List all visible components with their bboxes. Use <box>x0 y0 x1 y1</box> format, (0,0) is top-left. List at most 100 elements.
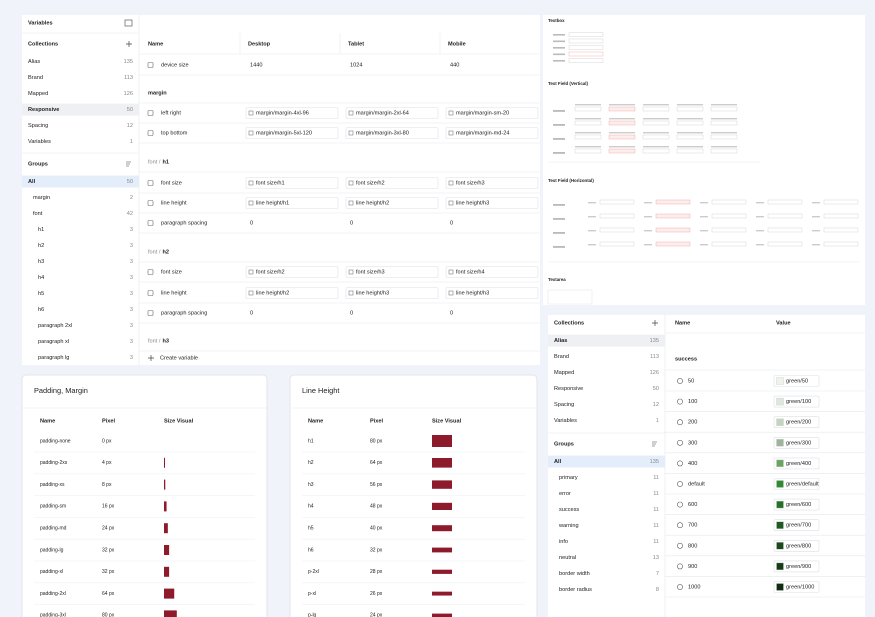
size-name: p-xl <box>308 591 316 597</box>
collection-name: Mapped <box>28 91 48 97</box>
color-name: 600 <box>688 502 697 508</box>
color-icon <box>677 522 683 529</box>
group-count: 13 <box>653 555 659 561</box>
mini-input <box>608 134 636 140</box>
mini-label <box>609 146 635 148</box>
mini-label <box>553 47 565 49</box>
alias-chip <box>445 177 539 189</box>
variable-icon <box>147 310 154 316</box>
mini-label <box>700 202 708 204</box>
group-count: 8 <box>656 587 659 593</box>
size-pixel: 4 px <box>102 460 112 466</box>
mini-input <box>568 32 604 37</box>
variables-panel <box>22 15 540 365</box>
color-value: green/700 <box>786 523 811 529</box>
alias-value: margin/margin-md-24 <box>456 130 509 136</box>
section-name: h2 <box>162 249 169 255</box>
group-name: paragraph xl <box>38 339 69 345</box>
number-value: 440 <box>450 62 459 68</box>
size-pixel: 28 px <box>370 569 383 575</box>
alias-value: font size/h2 <box>256 269 285 275</box>
size-name: padding-sm <box>40 504 66 510</box>
size-bar <box>432 435 452 447</box>
group-count: 50 <box>127 179 133 185</box>
collections-header: Collections <box>28 41 58 47</box>
group-name: info <box>559 539 568 545</box>
group-name: paragraph lg <box>38 355 69 361</box>
mini-label <box>643 118 669 120</box>
collection-count: 113 <box>124 75 133 81</box>
group-count: 3 <box>130 275 133 281</box>
variable-name: font size <box>161 269 182 275</box>
color-name: 100 <box>688 399 697 405</box>
section-prefix: font / <box>148 338 161 344</box>
mini-input <box>823 241 859 247</box>
number-value: 0 <box>350 220 353 226</box>
collection-name: Variables <box>28 139 51 145</box>
mini-label <box>756 202 764 204</box>
alias-value: margin/margin-4xl-96 <box>256 110 309 116</box>
size-name: p-2xl <box>308 569 319 575</box>
alias-value: line height/h3 <box>356 290 389 296</box>
mini-input <box>568 51 604 57</box>
color-swatch <box>776 397 784 406</box>
mini-input <box>599 199 635 205</box>
collection-name: Mapped <box>554 370 574 376</box>
alias-icon <box>348 180 354 186</box>
alias-icon <box>448 130 454 136</box>
color-swatch <box>776 521 784 529</box>
color-value: green/400 <box>786 461 811 467</box>
alias-icon <box>348 290 354 296</box>
mini-label <box>677 146 703 148</box>
mini-label <box>553 138 565 140</box>
collection-name: Spacing <box>554 402 574 408</box>
add-collection-icon <box>652 320 658 326</box>
alias-value: font size/h3 <box>356 269 385 275</box>
group-name: h3 <box>38 259 44 265</box>
number-value: 0 <box>450 310 453 316</box>
column-header: Name <box>40 418 55 424</box>
color-icon <box>677 563 683 570</box>
add-collection-icon <box>126 41 132 47</box>
size-pixel: 64 px <box>102 591 115 597</box>
size-name: p-lg <box>308 613 317 617</box>
groups-header: Groups <box>554 441 574 447</box>
size-bar <box>164 501 167 512</box>
group-name: All <box>28 179 36 185</box>
group-count: 3 <box>130 243 133 249</box>
group-name: h4 <box>38 275 44 281</box>
color-swatch <box>776 418 784 426</box>
card-title: Padding, Margin <box>34 386 88 395</box>
mini-label <box>553 60 565 62</box>
color-value: green/600 <box>786 502 811 508</box>
section-name: h3 <box>162 338 169 344</box>
alias-chip <box>345 266 439 278</box>
create-variable-button[interactable]: Create variable <box>160 355 198 361</box>
variable-name: line height <box>161 290 187 296</box>
group-count: 3 <box>130 291 133 297</box>
alias-chip <box>245 266 339 278</box>
mini-label <box>553 40 565 43</box>
collection-name: Spacing <box>28 123 48 129</box>
color-icon <box>677 542 683 549</box>
color-icon <box>677 501 683 508</box>
size-name: h4 <box>308 504 314 510</box>
mini-label <box>700 244 708 246</box>
collection-count: 135 <box>650 338 659 344</box>
mini-label <box>609 104 635 106</box>
collection-count: 1 <box>656 418 659 424</box>
alias-value: margin/margin-2xl-64 <box>356 110 409 116</box>
size-pixel: 24 px <box>370 613 383 617</box>
color-icon <box>677 460 683 467</box>
size-bar <box>432 569 452 574</box>
size-pixel: 0 px <box>102 438 112 444</box>
alias-icon <box>248 290 254 296</box>
section-prefix: font / <box>148 249 161 255</box>
column-header: Size Visual <box>432 418 462 424</box>
value-chip <box>773 519 820 532</box>
alias-icon <box>248 180 254 186</box>
mini-label <box>756 230 764 232</box>
collection-name: Alias <box>28 59 40 65</box>
group-name: border width <box>559 571 590 577</box>
alias-icon <box>348 269 354 275</box>
